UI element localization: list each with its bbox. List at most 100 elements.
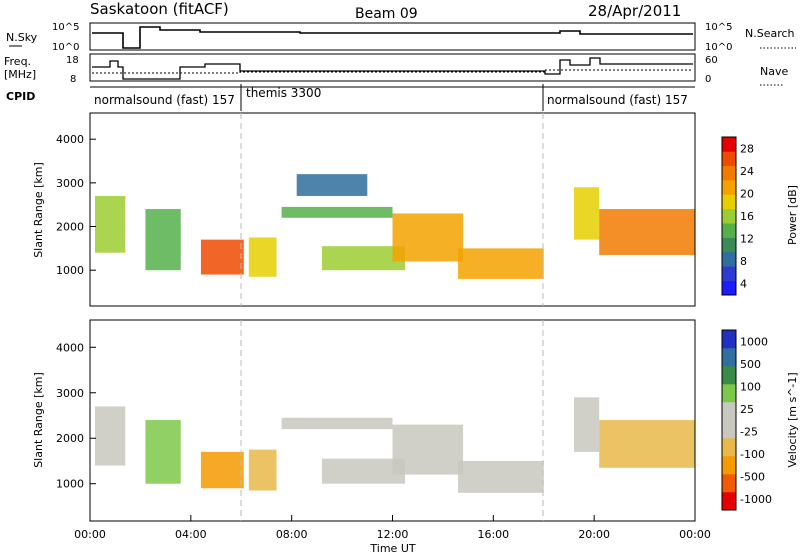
y-tick-label: 1000 <box>56 478 84 491</box>
echo-region <box>458 248 544 279</box>
colorbar-swatch <box>722 330 736 349</box>
colorbar-tick-label: -500 <box>740 470 765 483</box>
nsky-label: N.Sky <box>6 31 38 44</box>
y-tick-label: 4000 <box>56 341 84 354</box>
y-tick-label: 2000 <box>56 432 84 445</box>
y-tick-label: 1000 <box>56 264 84 277</box>
colorbar-swatch <box>722 474 736 493</box>
freq-tick-top: 18 <box>66 55 79 66</box>
nave-label: Nave <box>760 65 788 78</box>
cpid-segment-1: normalsound (fast) 157 <box>94 93 235 107</box>
echo-region <box>392 213 464 262</box>
echo-region <box>574 187 600 240</box>
colorbar-tick-label: 500 <box>740 358 761 371</box>
date-label: 28/Apr/2011 <box>588 2 681 20</box>
cpid-label: CPID <box>6 90 35 103</box>
colorbar-swatch <box>722 456 736 475</box>
nsky-tick-bottom: 10^0 <box>52 42 79 53</box>
echo-region <box>458 460 544 493</box>
velocity-colorbar-label: Velocity [m s^-1] <box>786 372 799 467</box>
echo-region <box>281 206 393 218</box>
echo-region <box>145 420 181 484</box>
y-tick-label: 3000 <box>56 177 84 190</box>
x-tick-label: 16:00 <box>477 528 509 541</box>
colorbar-tick-label: 12 <box>740 233 754 246</box>
colorbar-swatch <box>722 492 736 511</box>
colorbar-swatch <box>722 402 736 421</box>
time-axis-label: Time UT <box>369 542 415 554</box>
nsearch-label: N.Search <box>745 27 795 40</box>
velocity-ylabel: Slant Range [km] <box>32 372 45 468</box>
power-colorbar: 28 24 20 16 12 8 4 <box>721 136 754 296</box>
colorbar-swatch <box>722 208 736 224</box>
colorbar-tick-label: -1000 <box>740 493 772 506</box>
beam-label: Beam 09 <box>355 6 418 22</box>
nsearch-tick-bottom: 10^0 <box>705 42 732 53</box>
velocity-colorbar: 1000 500 100 25 -25 -100 -500 -1000 <box>721 329 772 511</box>
nave-tick-top: 60 <box>705 55 718 66</box>
colorbar-swatch <box>722 180 736 195</box>
colorbar-swatch <box>722 237 736 253</box>
x-tick-label: 00:00 <box>74 528 106 541</box>
cpid-segment-2: themis 3300 <box>246 86 321 100</box>
cpid-panel: CPID normalsound (fast) 157 themis 3300 … <box>6 84 695 111</box>
echo-region <box>321 246 406 271</box>
power-panel: 1000 2000 3000 4000 Slant Range [km] <box>32 112 696 307</box>
colorbar-tick-label: 20 <box>740 187 754 200</box>
colorbar-tick-label: 100 <box>740 380 761 393</box>
colorbar-swatch <box>722 251 736 267</box>
x-tick-label: 12:00 <box>377 528 409 541</box>
x-tick-label: 08:00 <box>276 528 308 541</box>
colorbar-swatch <box>722 165 736 181</box>
colorbar-tick-label: 4 <box>740 278 747 291</box>
freq-panel: Freq. [MHz] 18 8 60 0 Nave <box>4 53 788 86</box>
nsearch-tick-top: 10^5 <box>705 22 732 33</box>
colorbar-tick-label: 16 <box>740 210 754 223</box>
echo-region <box>200 239 244 275</box>
y-tick-label: 3000 <box>56 387 84 400</box>
colorbar-swatch <box>722 348 736 367</box>
cpid-segment-3: normalsound (fast) 157 <box>547 93 688 107</box>
echo-region <box>574 397 600 452</box>
echo-region <box>248 449 277 491</box>
x-tick-label: 00:00 <box>679 528 711 541</box>
echo-region <box>95 406 126 466</box>
colorbar-swatch <box>722 151 736 167</box>
colorbar-swatch <box>722 266 736 281</box>
echo-region <box>599 209 695 255</box>
echo-region <box>200 451 244 489</box>
colorbar-swatch <box>722 438 736 457</box>
colorbar-tick-label: 25 <box>740 403 754 416</box>
y-tick-label: 2000 <box>56 221 84 234</box>
echo-region <box>281 417 393 430</box>
colorbar-swatch <box>722 137 736 152</box>
echo-region <box>321 458 406 484</box>
nave-tick-bottom: 0 <box>705 74 711 85</box>
station-title: Saskatoon (fitACF) <box>90 0 229 18</box>
y-tick-label: 4000 <box>56 133 84 146</box>
echo-region <box>296 174 368 196</box>
colorbar-tick-label: 24 <box>740 165 754 178</box>
colorbar-tick-label: 8 <box>740 255 747 268</box>
colorbar-swatch <box>722 420 736 439</box>
power-ylabel: Slant Range [km] <box>32 162 45 258</box>
colorbar-tick-label: -100 <box>740 448 765 461</box>
x-tick-label: 04:00 <box>175 528 207 541</box>
echo-region <box>599 420 695 468</box>
freq-label-line1: Freq. <box>4 55 31 68</box>
colorbar-swatch <box>722 366 736 385</box>
nsky-tick-top: 10^5 <box>52 22 79 33</box>
colorbar-swatch <box>722 384 736 403</box>
colorbar-tick-label: 28 <box>740 142 754 155</box>
echo-region <box>95 195 126 253</box>
colorbar-tick-label: 1000 <box>740 335 768 348</box>
echo-region <box>248 237 277 277</box>
colorbar-tick-label: -25 <box>740 425 758 438</box>
velocity-panel: 1000 2000 3000 4000 00:00 04:00 08:00 12:00 16:… <box>32 319 711 554</box>
nsky-trace <box>92 26 693 49</box>
echo-region <box>145 209 181 271</box>
nave-trace <box>92 69 693 74</box>
colorbar-swatch <box>722 223 736 238</box>
nsky-panel: N.Sky 10^5 10^0 10^5 10^0 N.Search <box>6 22 796 53</box>
